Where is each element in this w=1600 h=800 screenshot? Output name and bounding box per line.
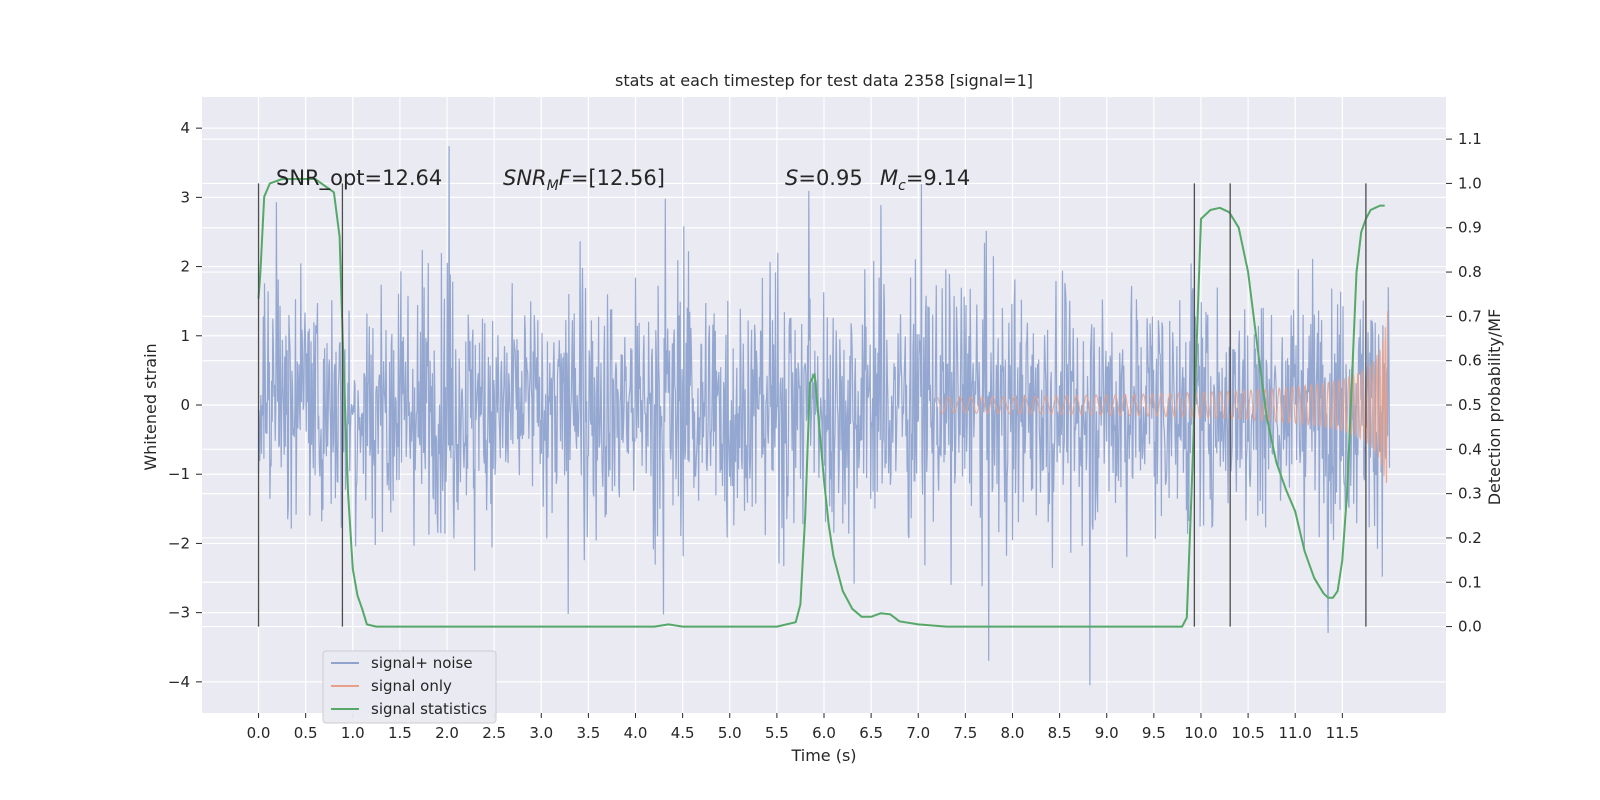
y-axis-label-left: Whitened strain — [141, 343, 160, 470]
legend-label-statistics: signal statistics — [371, 700, 487, 718]
x-tick-label: 6.5 — [859, 724, 883, 742]
legend-label-signal: signal only — [371, 677, 452, 695]
x-tick-label: 11.5 — [1326, 724, 1359, 742]
x-tick-label: 0.0 — [247, 724, 271, 742]
y-tick-label-left: −4 — [168, 673, 190, 691]
s-annotation: S=0.95 — [785, 166, 863, 190]
x-tick-label: 0.5 — [294, 724, 318, 742]
tick-labels: 0.0 0.5 1.0 1.5 2.0 2.5 3.0 3.5 4.0 4.5 5.0 5.5 6.0 6… — [168, 119, 1482, 742]
y-tick-label-left: 0 — [180, 396, 190, 414]
mc-annotation: Mc=9.14 — [880, 166, 970, 194]
series-signal-plus-noise — [257, 146, 1391, 686]
x-tick-label: 4.0 — [624, 724, 648, 742]
y-tick-label-left: 4 — [180, 119, 190, 137]
y-axis-label-right: Detection probability/MF — [1485, 309, 1504, 506]
mc-value: =9.14 — [906, 166, 970, 190]
x-tick-label: 10.0 — [1184, 724, 1217, 742]
y-tick-label-right: 0.4 — [1458, 440, 1482, 458]
y-tick-label-left: 3 — [180, 188, 190, 206]
series-signal-only — [936, 310, 1389, 484]
data-series — [257, 146, 1391, 686]
y-tick-label-left: −1 — [168, 465, 190, 483]
y-tick-label-right: 0.5 — [1458, 396, 1482, 414]
x-tick-label: 5.5 — [765, 724, 789, 742]
x-axis-label: Time (s) — [790, 746, 856, 765]
legend-box — [322, 650, 497, 724]
legend: signal+ noise signal only signal statist… — [322, 650, 497, 724]
y-tick-label-right: 0.6 — [1458, 352, 1482, 370]
x-tick-label: 7.5 — [953, 724, 977, 742]
snr-mf-value: =[12.56] — [571, 166, 665, 190]
x-tick-label: 2.5 — [482, 724, 506, 742]
y-tick-label-right: 0.8 — [1458, 263, 1482, 281]
y-tick-label-right: 0.0 — [1458, 618, 1482, 636]
x-tick-label: 6.0 — [812, 724, 836, 742]
x-tick-label: 5.0 — [718, 724, 742, 742]
y-tick-label-left: 2 — [180, 258, 190, 276]
x-tick-label: 9.0 — [1095, 724, 1119, 742]
x-tick-label: 1.5 — [388, 724, 412, 742]
x-tick-label: 9.5 — [1142, 724, 1166, 742]
y-tick-label-right: 0.1 — [1458, 573, 1482, 591]
mc-subscript: c — [898, 178, 906, 194]
y-tick-label-left: −3 — [168, 604, 190, 622]
s-value: =0.95 — [798, 166, 862, 190]
mc-symbol: M — [880, 166, 898, 190]
x-tick-label: 1.0 — [341, 724, 365, 742]
snr-mf-f: F — [559, 166, 572, 190]
y-tick-label-left: −2 — [168, 534, 190, 552]
y-tick-label-right: 1.0 — [1458, 174, 1482, 192]
snr-mf-symbol: SNR — [503, 166, 547, 190]
x-tick-label: 10.5 — [1231, 724, 1264, 742]
x-tick-label: 3.5 — [576, 724, 600, 742]
series-signal-statistics — [257, 178, 1385, 628]
x-tick-label: 7.0 — [906, 724, 930, 742]
chart-title: stats at each timestep for test data 235… — [615, 71, 1033, 90]
x-tick-label: 4.5 — [671, 724, 695, 742]
snr-mf-subscript: M — [547, 178, 559, 194]
y-tick-label-left: 1 — [180, 327, 190, 345]
x-tick-label: 11.0 — [1279, 724, 1312, 742]
legend-label-noise: signal+ noise — [371, 654, 473, 672]
y-tick-label-right: 0.2 — [1458, 529, 1482, 547]
y-tick-label-right: 0.9 — [1458, 219, 1482, 237]
x-tick-label: 8.5 — [1048, 724, 1072, 742]
y-tick-label-right: 1.1 — [1458, 130, 1482, 148]
y-tick-label-right: 0.3 — [1458, 485, 1482, 503]
x-tick-label: 2.0 — [435, 724, 459, 742]
s-symbol: S — [785, 166, 798, 190]
x-tick-label: 3.0 — [529, 724, 553, 742]
y-tick-label-right: 0.7 — [1458, 307, 1482, 325]
snr-mf-annotation: SNRMF=[12.56] — [503, 166, 665, 194]
snr-opt-annotation: SNR_opt=12.64 — [276, 166, 442, 191]
x-tick-label: 8.0 — [1001, 724, 1025, 742]
vertical-markers — [257, 183, 1367, 627]
